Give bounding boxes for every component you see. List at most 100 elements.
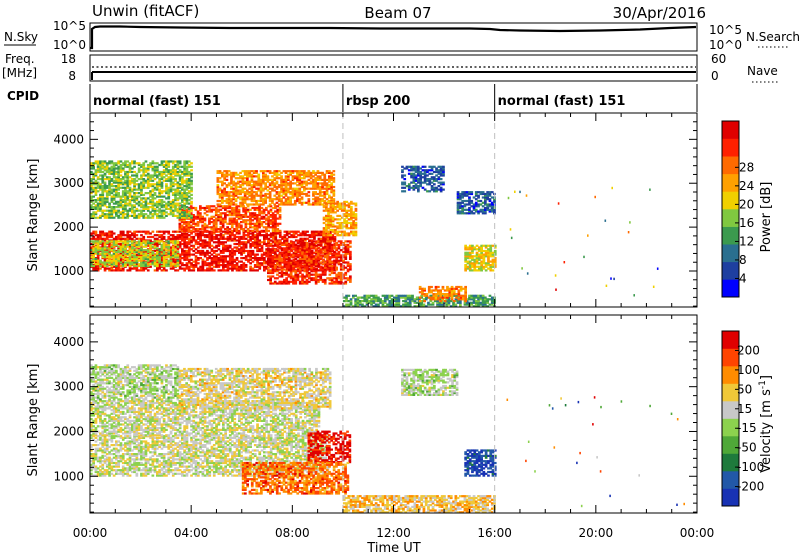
power-cell: [149, 257, 152, 260]
power-cell: [255, 215, 259, 218]
power-cell: [117, 167, 120, 170]
power-cell: [156, 263, 159, 266]
power-cell: [312, 273, 316, 276]
power-cell: [301, 230, 305, 233]
power-cell: [317, 237, 321, 240]
power-cell: [235, 214, 239, 217]
power-cell: [190, 258, 193, 261]
power-cell: [289, 240, 293, 243]
power-cell: [314, 191, 317, 194]
power-cell: [277, 177, 281, 180]
power-cell: [262, 173, 265, 176]
power-cell: [242, 205, 245, 208]
power-cell: [273, 242, 277, 245]
power-cell: [126, 257, 130, 260]
power-cell: [235, 210, 239, 213]
power-cell: [210, 249, 214, 253]
power-cell: [317, 257, 320, 260]
power-cell: [194, 258, 198, 261]
power-cell: [255, 214, 259, 217]
power-cell: [228, 230, 232, 233]
power-cell: [274, 206, 277, 210]
power-cell: [153, 261, 157, 264]
power-cell: [158, 259, 161, 262]
power-cell: [185, 262, 189, 265]
power-cell: [99, 235, 102, 239]
power-cell: [92, 235, 95, 239]
power-cell: [232, 203, 236, 206]
power-cell: [243, 192, 247, 196]
power-cell: [314, 268, 318, 271]
power-cell: [223, 187, 226, 190]
power-cell: [301, 254, 304, 257]
power-cell: [192, 265, 196, 268]
power-cell: [289, 184, 292, 187]
power-cell: [263, 262, 266, 265]
power-cell: [322, 227, 326, 230]
power-cell: [133, 213, 136, 216]
power-cell: [174, 174, 177, 177]
power-cell: [169, 181, 173, 184]
power-cell: [167, 256, 171, 259]
power-cell: [156, 247, 159, 250]
power-cell: [133, 193, 136, 196]
power-cell: [210, 248, 214, 251]
power-cell: [273, 194, 277, 197]
power-cell: [119, 167, 123, 170]
power-cell: [169, 211, 173, 214]
power-cell: [199, 269, 202, 272]
power-cell: [253, 222, 257, 225]
power-cell: [309, 187, 313, 190]
power-cell: [149, 193, 152, 196]
power-cell: [271, 184, 274, 187]
power-cell: [275, 182, 279, 185]
power-cell: [292, 275, 295, 278]
power-cell: [342, 256, 345, 259]
power-cell: [115, 188, 118, 191]
power-cell: [228, 264, 232, 267]
power-cell: [92, 259, 95, 262]
power-cell: [346, 243, 350, 246]
power-cell: [214, 221, 218, 224]
power-cell: [101, 256, 105, 259]
power-cell: [181, 214, 184, 217]
power-cell: [105, 167, 109, 170]
power-cell: [222, 264, 225, 267]
power-cell: [219, 237, 223, 240]
power-cell: [271, 224, 275, 227]
power-cell: [333, 269, 337, 272]
power-cell: [258, 226, 261, 229]
power-cell: [258, 214, 261, 217]
power-cell: [146, 181, 150, 184]
power-cell: [115, 256, 118, 259]
power-cell: [183, 202, 186, 205]
power-cell: [124, 195, 127, 198]
power-cell: [301, 280, 304, 283]
power-cell: [230, 187, 233, 190]
power-cell: [252, 180, 256, 183]
power-cell: [276, 254, 279, 257]
power-cell: [299, 237, 303, 240]
power-cell: [103, 183, 107, 186]
power-cell: [210, 258, 214, 261]
power-cell: [328, 277, 332, 280]
power-cell: [124, 163, 127, 167]
power-cell: [185, 244, 189, 247]
power-cell: [131, 206, 134, 209]
power-cell: [115, 179, 118, 182]
power-cell: [194, 257, 198, 260]
power-cell: [305, 192, 308, 196]
power-cell: [140, 181, 143, 184]
power-cell: [214, 214, 218, 217]
power-cell: [223, 194, 226, 197]
power-cell: [265, 234, 268, 237]
power-cell: [325, 225, 328, 228]
power-cell: [339, 249, 343, 252]
power-cell: [283, 234, 287, 237]
power-cell: [337, 240, 341, 243]
power-cell: [203, 222, 207, 225]
power-cell: [121, 181, 125, 184]
power-cell: [246, 180, 249, 183]
power-cell: [117, 169, 120, 172]
power-cell: [156, 174, 159, 177]
